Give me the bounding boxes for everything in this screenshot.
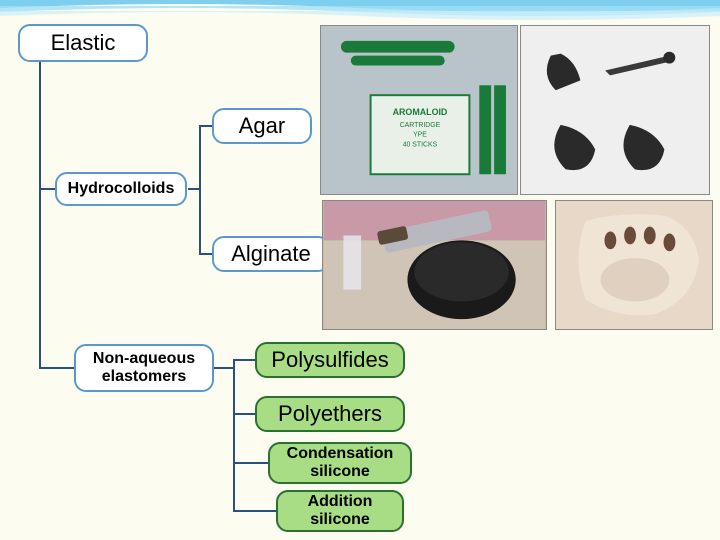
node-nonaqueous-label: Non-aqueous elastomers — [93, 350, 195, 387]
node-condensation: Condensation silicone — [268, 442, 412, 484]
svg-text:AROMALOID: AROMALOID — [393, 107, 448, 117]
node-addition-label: Addition silicone — [308, 493, 373, 528]
node-hydrocolloids: Hydrocolloids — [55, 172, 187, 206]
image-agar-kit: AROMALOID CARTRIDGE YPE 40 STICKS — [320, 25, 518, 195]
svg-text:40 STICKS: 40 STICKS — [403, 142, 438, 149]
node-alginate-label: Alginate — [231, 241, 311, 267]
node-polysulfides: Polysulfides — [255, 342, 405, 378]
node-polysulfides-label: Polysulfides — [271, 347, 388, 373]
node-condensation-label: Condensation silicone — [287, 445, 394, 480]
node-polyethers-label: Polyethers — [278, 401, 382, 427]
image-agar-trays — [520, 25, 710, 195]
node-polyethers: Polyethers — [255, 396, 405, 432]
node-addition: Addition silicone — [276, 490, 404, 532]
image-alginate-cast — [555, 200, 713, 330]
svg-text:YPE: YPE — [413, 132, 427, 139]
image-alginate-bowl — [322, 200, 547, 330]
node-hydrocolloids-label: Hydrocolloids — [68, 180, 175, 198]
node-agar-label: Agar — [239, 113, 285, 139]
wave-decoration — [0, 0, 720, 20]
node-agar: Agar — [212, 108, 312, 144]
node-elastic-label: Elastic — [51, 30, 116, 56]
node-elastic: Elastic — [18, 24, 148, 62]
node-alginate: Alginate — [212, 236, 330, 272]
node-nonaqueous: Non-aqueous elastomers — [74, 344, 214, 392]
svg-text:CARTRIDGE: CARTRIDGE — [400, 122, 441, 129]
